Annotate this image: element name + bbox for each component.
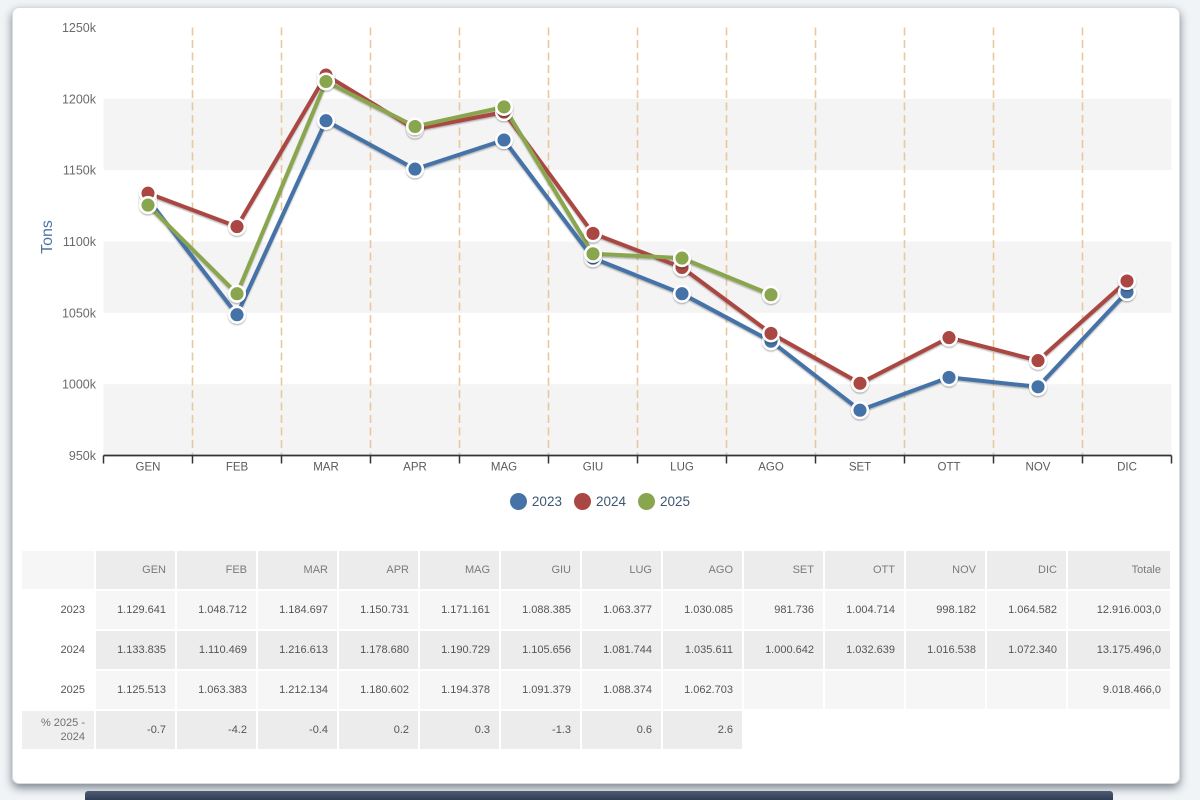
svg-text:FEB: FEB [226, 462, 249, 474]
svg-text:MAG: MAG [491, 462, 517, 474]
svg-text:1000k: 1000k [62, 378, 97, 392]
svg-text:APR: APR [403, 462, 427, 474]
svg-text:950k: 950k [69, 449, 97, 463]
svg-text:NOV: NOV [1026, 462, 1051, 474]
svg-text:1150k: 1150k [63, 164, 97, 178]
svg-text:1200k: 1200k [62, 92, 97, 106]
svg-text:MAR: MAR [313, 462, 339, 474]
svg-text:SET: SET [849, 462, 871, 474]
svg-text:1100k: 1100k [63, 235, 97, 249]
svg-text:GIU: GIU [583, 462, 603, 474]
svg-text:Tons: Tons [39, 220, 56, 254]
svg-text:LUG: LUG [670, 462, 694, 474]
svg-text:OTT: OTT [938, 462, 961, 474]
svg-text:1050k: 1050k [62, 306, 97, 320]
svg-text:AGO: AGO [758, 462, 784, 474]
svg-text:1250k: 1250k [62, 21, 97, 35]
svg-text:DIC: DIC [1117, 462, 1137, 474]
svg-text:GEN: GEN [136, 462, 161, 474]
